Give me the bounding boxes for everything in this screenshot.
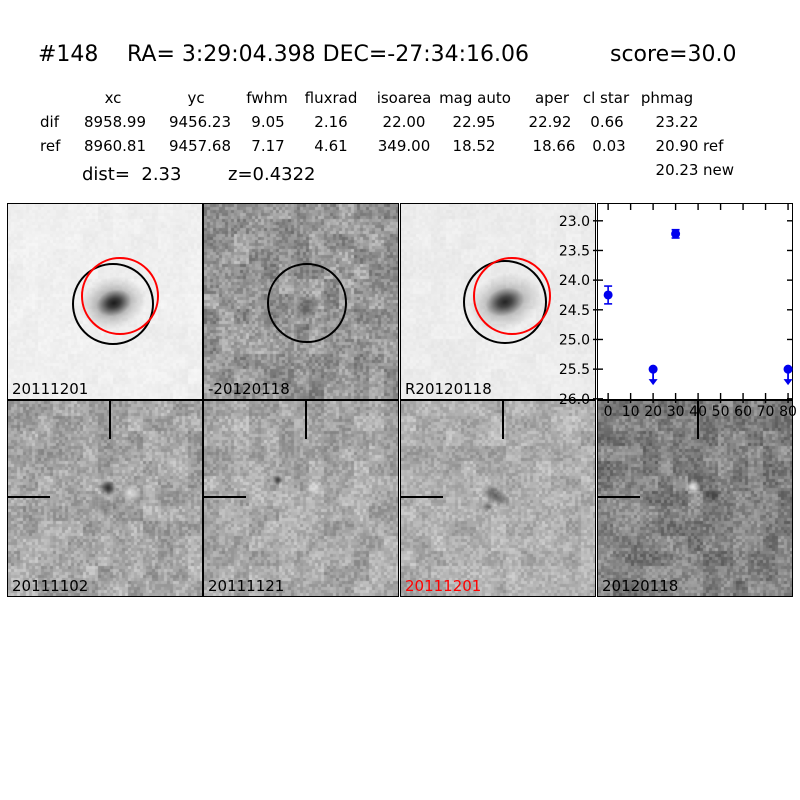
cutout-diff-20111102: 20111102: [7, 400, 203, 597]
ref-xc: 8960.81: [83, 137, 147, 155]
cutout-image: [204, 401, 398, 596]
reference-aperture-circle: [473, 257, 551, 335]
ref-phmag: 20.90: [655, 137, 699, 155]
cutout-image: [8, 401, 202, 596]
col-header-cl-star: cl star: [582, 89, 630, 107]
ref-phmag-suffix: ref: [703, 137, 724, 155]
cutout-reference-20120118: R20120118: [400, 203, 596, 400]
ref-fwhm: 7.17: [251, 137, 285, 155]
new-phmag-suffix: new: [703, 161, 735, 179]
cutout-diff-20120118: 20120118: [597, 400, 793, 597]
dif-mag-auto: 22.95: [452, 113, 496, 131]
col-header-fwhm: fwhm: [246, 89, 288, 107]
col-header-yc: yc: [187, 89, 205, 107]
ref-isoarea: 349.00: [377, 137, 431, 155]
redshift-text: z=0.4322: [228, 164, 316, 185]
dif-phmag: 23.22: [655, 113, 699, 131]
col-header-mag-auto: mag auto: [439, 89, 511, 107]
dif-aper: 22.92: [528, 113, 572, 131]
coordinates-text: RA= 3:29:04.398 DEC=-27:34:16.06: [127, 42, 530, 67]
crosshair-left-tick: [8, 496, 50, 498]
crosshair-top-tick: [109, 401, 111, 439]
crosshair-top-tick: [697, 401, 699, 439]
dif-isoarea: 22.00: [382, 113, 426, 131]
col-header-xc: xc: [104, 89, 122, 107]
cutout-image: [598, 401, 792, 596]
cutout-label: 20120118: [602, 577, 679, 595]
detection-aperture-circle: [267, 263, 347, 343]
crosshair-top-tick: [502, 401, 504, 439]
col-header-phmag: phmag: [640, 89, 694, 107]
ref-mag-auto: 18.52: [452, 137, 496, 155]
cutout-image: [401, 401, 595, 596]
crosshair-left-tick: [598, 496, 640, 498]
dif-fluxrad: 2.16: [314, 113, 348, 131]
cutout-label: 20111121: [208, 577, 285, 595]
ref-yc: 9457.68: [168, 137, 232, 155]
new-phmag: 20.23: [655, 161, 699, 179]
candidate-id: #148: [38, 42, 99, 67]
dist-text: dist= 2.33: [82, 164, 182, 185]
col-header-aper: aper: [534, 89, 570, 107]
dif-cl-star: 0.66: [590, 113, 624, 131]
cutout-diff-20111201: 20111201: [400, 400, 596, 597]
dif-xc: 8958.99: [83, 113, 147, 131]
dif-fwhm: 9.05: [251, 113, 285, 131]
cutout-diff-20111121: 20111121: [203, 400, 399, 597]
crosshair-left-tick: [401, 496, 443, 498]
ref-fluxrad: 4.61: [314, 137, 348, 155]
row-label-dif: dif: [40, 113, 59, 131]
row-label-ref: ref: [40, 137, 61, 155]
ref-cl-star: 0.03: [592, 137, 626, 155]
cutout-difference-20120118: -20120118: [203, 203, 399, 400]
cutout-new-epoch-20111201: 20111201: [7, 203, 203, 400]
col-header-isoarea: isoarea: [376, 89, 432, 107]
col-header-fluxrad: fluxrad: [304, 89, 358, 107]
ref-aper: 18.66: [532, 137, 576, 155]
cutout-label: -20120118: [208, 380, 290, 398]
cutout-label: 20111102: [12, 577, 89, 595]
crosshair-left-tick: [204, 496, 246, 498]
dif-yc: 9456.23: [168, 113, 232, 131]
cutout-label: 20111201: [12, 380, 89, 398]
cutout-label: 20111201: [405, 577, 482, 595]
cutout-label: R20120118: [405, 380, 492, 398]
reference-aperture-circle: [81, 257, 159, 335]
score-text: score=30.0: [610, 42, 737, 67]
lightcurve-plot-panel: [597, 203, 793, 400]
crosshair-top-tick: [305, 401, 307, 439]
